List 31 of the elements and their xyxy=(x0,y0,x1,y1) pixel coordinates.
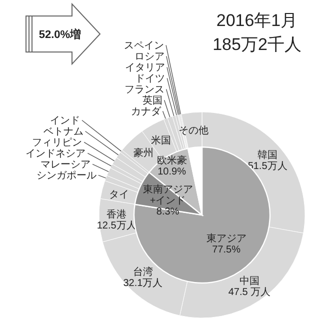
data-label: 10.9% xyxy=(158,166,186,178)
slice-label: 英国 xyxy=(142,94,162,107)
slice-label: 韓国 xyxy=(258,149,278,162)
slice-label: ベトナム xyxy=(43,126,84,138)
slice-label: 台湾 xyxy=(132,266,153,278)
data-label: 47.5 万人 xyxy=(228,287,271,298)
data-label: 32.1万人 xyxy=(123,278,163,289)
slice-label: ロシア xyxy=(134,52,164,63)
slice-label: マレーシア xyxy=(40,160,91,171)
text: 52.0%増 xyxy=(38,28,82,41)
slice-label: 米国 xyxy=(150,134,171,146)
slice-label: イタリア xyxy=(125,62,166,74)
slice-label: フィリピン xyxy=(32,138,82,149)
slice-label: フランス xyxy=(124,84,164,96)
chart-title: 2016年1月 xyxy=(216,11,298,30)
slice-label: 豪州 xyxy=(133,147,154,160)
slice-label: 東アジア xyxy=(206,232,246,244)
data-label: 77.5% xyxy=(212,244,241,256)
slice-label: ドイツ xyxy=(135,74,166,85)
slice-label: シンガポール xyxy=(36,170,96,182)
slice-label: カナダ xyxy=(130,106,162,118)
slice-label: 中国 xyxy=(239,275,260,288)
slice-label: インド xyxy=(50,116,80,127)
chart-subtitle: 185万2千人 xyxy=(212,35,302,54)
slice-label: タイ xyxy=(109,189,130,200)
data-label: 12.5万人 xyxy=(96,220,136,232)
slice-label: インドネシア xyxy=(26,148,86,160)
slice-label: スペイン xyxy=(124,40,164,52)
slice-label: その他 xyxy=(178,124,208,136)
slice-label: 香港 xyxy=(106,208,127,220)
slice-label: 欧米豪 xyxy=(156,154,187,167)
